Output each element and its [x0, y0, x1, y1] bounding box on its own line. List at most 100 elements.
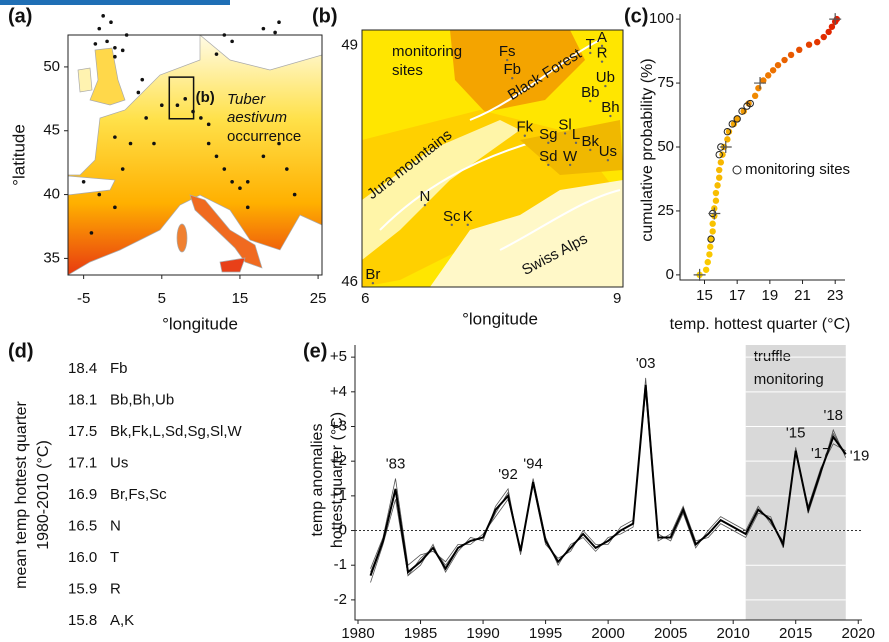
y-tick-label: +5 — [330, 348, 347, 365]
occurrence-point — [113, 55, 117, 59]
x-tick-label: 2005 — [654, 625, 687, 642]
x-tick-label: 2020 — [842, 625, 875, 642]
occurrence-point — [97, 27, 101, 31]
occurrence-point — [152, 142, 156, 146]
site-label: K — [463, 208, 473, 225]
occurrence-point — [238, 186, 242, 190]
y-tick-label: 75 — [657, 74, 674, 91]
site-label: Fs — [499, 43, 516, 60]
occurrence-point — [277, 20, 281, 24]
point — [775, 62, 781, 68]
x-tick-label: 19 — [762, 287, 779, 304]
site-label: Bh — [601, 99, 619, 116]
inset-label: (b) — [196, 89, 215, 106]
point — [716, 174, 722, 180]
annotation: '15 — [786, 424, 806, 441]
point — [765, 72, 771, 78]
table-value: 15.9 — [68, 580, 97, 597]
occurrence-point — [101, 14, 105, 18]
annotation: '03 — [636, 355, 656, 372]
site-label: N — [420, 188, 431, 205]
y-tick-label: 0 — [666, 266, 674, 283]
panel-label: (d) — [8, 340, 34, 362]
panel-label: (c) — [624, 5, 648, 27]
table-label: Us — [110, 454, 128, 471]
occurrence-point — [125, 33, 129, 37]
panel-label: (e) — [303, 340, 327, 362]
x-axis-label: °longitude — [462, 309, 538, 328]
point — [706, 251, 712, 257]
y-axis-label: cumulative probability (%) — [639, 58, 656, 241]
occurrence-point — [113, 46, 117, 50]
quantile-marker — [708, 208, 720, 220]
y-tick-label: -2 — [334, 591, 347, 608]
table-label: Bk,Fk,L,Sd,Sg,Sl,W — [110, 423, 243, 440]
point — [705, 259, 711, 265]
occurrence-point — [90, 231, 94, 235]
occurrence-point — [129, 142, 133, 146]
panel-label: (b) — [312, 5, 338, 27]
point — [718, 159, 724, 165]
occurrence-point — [246, 206, 250, 210]
point — [709, 221, 715, 227]
occurrence-point — [113, 206, 117, 210]
point — [796, 47, 802, 53]
x-tick-label: 17 — [729, 287, 746, 304]
x-tick-label: 2015 — [779, 625, 812, 642]
x-tick-label: 1980 — [341, 625, 374, 642]
site-label: Sl — [558, 116, 571, 133]
x-tick-label: 15 — [232, 290, 249, 307]
point — [724, 136, 730, 142]
occurrence-point — [215, 154, 219, 158]
occurrence-point — [215, 52, 219, 56]
occurrence-point — [144, 116, 148, 120]
x-tick-label: 9 — [613, 290, 621, 307]
table-value: 18.4 — [68, 360, 97, 377]
point — [814, 39, 820, 45]
y-tick-label: 40 — [43, 186, 60, 203]
x-tick-label: 5 — [158, 290, 166, 307]
site-label: T — [586, 36, 595, 53]
site-label: R — [597, 45, 608, 62]
site-label: Fb — [503, 61, 521, 78]
species-label: aestivum — [227, 109, 287, 126]
table-value: 17.1 — [68, 454, 97, 471]
y-tick-label: 100 — [649, 10, 674, 27]
point — [714, 182, 720, 188]
occurrence-point — [262, 154, 266, 158]
x-tick-label: 21 — [794, 287, 811, 304]
table-value: 16.5 — [68, 517, 97, 534]
occurrence-point — [140, 78, 144, 82]
y-tick-label: 49 — [341, 37, 358, 54]
y-tick-label: +4 — [330, 383, 347, 400]
site-label: Bk — [582, 133, 600, 150]
species-label: Tuber — [227, 91, 266, 108]
occurrence-point — [82, 180, 86, 184]
table-label: R — [110, 580, 121, 597]
table-label: Bb,Bh,Ub — [110, 391, 174, 408]
axes — [680, 14, 845, 280]
x-tick-label: 6 — [361, 290, 369, 307]
occurrence-point — [262, 27, 266, 31]
occurrence-point — [137, 91, 141, 95]
point — [713, 198, 719, 204]
x-tick-label: 1990 — [466, 625, 499, 642]
x-tick-label: 1985 — [404, 625, 437, 642]
table-value: 17.5 — [68, 423, 97, 440]
point — [707, 244, 713, 250]
panel-label: (a) — [8, 5, 32, 27]
annotation: '92 — [498, 466, 518, 483]
point — [781, 57, 787, 63]
y-tick-label: 50 — [43, 58, 60, 75]
occurrence-point — [293, 193, 297, 197]
site-label: Sg — [539, 126, 557, 143]
annotation: sites — [392, 62, 423, 79]
occurrence-point — [109, 20, 113, 24]
annotation: '83 — [386, 455, 406, 472]
y-tick-label: 25 — [657, 202, 674, 219]
point — [770, 67, 776, 73]
occurrence-point — [199, 116, 203, 120]
point — [703, 267, 709, 273]
legend-marker — [733, 166, 741, 174]
occurrence-point — [121, 167, 125, 171]
